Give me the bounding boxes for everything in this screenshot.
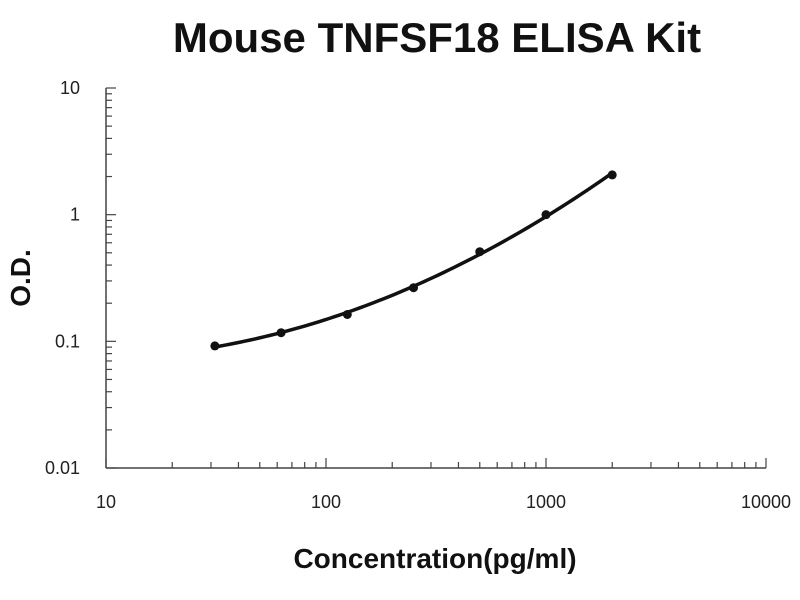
data-point [210,341,220,351]
data-point [475,247,485,257]
y-tick-label: 1 [70,205,80,225]
axis-tick-labels: 10 100 1000 10000 0.01 0.1 1 10 [45,78,791,512]
data-point [607,170,617,180]
data-point [276,328,286,338]
fitted-curve [213,171,614,349]
data-point [541,210,551,220]
x-tick-label: 10 [96,492,116,512]
data-series [210,170,617,351]
axis-ticks [105,87,767,469]
data-point [409,283,419,293]
y-tick-label: 0.1 [55,331,80,351]
x-tick-label: 10000 [741,492,791,512]
x-tick-label: 100 [311,492,341,512]
y-tick-label: 10 [60,78,80,98]
y-tick-label: 0.01 [45,458,80,478]
axes [105,88,766,469]
chart-title: Mouse TNFSF18 ELISA Kit [173,14,701,61]
y-axis-label: O.D. [5,249,36,307]
data-point [342,309,352,319]
x-tick-label: 1000 [526,492,566,512]
x-axis-label: Concentration(pg/ml) [293,543,576,574]
